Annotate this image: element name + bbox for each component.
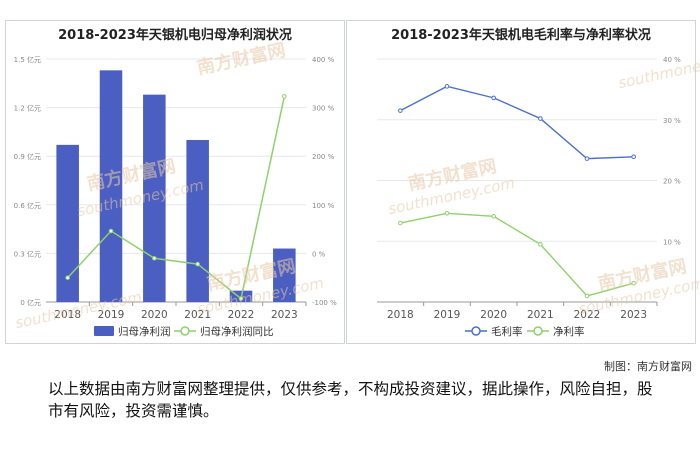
yoy-point [108, 228, 114, 234]
y-tick-label: 20 % [663, 178, 681, 186]
right-y-tick-label: 200 % [312, 153, 335, 161]
series-point-2 [584, 293, 590, 299]
series-point-2 [491, 214, 496, 219]
series-line-1 [400, 85, 634, 160]
y-tick-label: 40 % [663, 56, 681, 64]
yoy-point [195, 261, 200, 267]
yoy-point [282, 94, 287, 99]
bar [186, 140, 209, 302]
series-point-2 [538, 241, 543, 247]
left-chart-panel: 2018-2023年天银机电归母净利润状况 南方财富网 southmoney.c… [5, 20, 345, 344]
x-tick-label: 2020 [141, 309, 168, 321]
x-tick-label: 2018 [387, 309, 414, 321]
series-point-1 [631, 154, 636, 160]
x-tick-label: 2018 [54, 309, 81, 321]
x-tick-label: 2023 [271, 309, 298, 321]
series-point-1 [491, 95, 496, 101]
x-tick-label: 2020 [480, 309, 507, 321]
series-point-1 [398, 108, 403, 113]
series-point-1 [538, 116, 543, 121]
x-tick-label: 2022 [228, 309, 255, 321]
legend-label: 归母净利润同比 [200, 325, 274, 338]
left-y-tick-label: 0 亿元 [20, 298, 41, 307]
yoy-point [65, 275, 70, 281]
bar [273, 248, 296, 302]
x-tick-label: 2023 [620, 309, 647, 321]
left-y-tick-label: 0.6 亿元 [14, 201, 41, 210]
left-y-tick-label: 0.9 亿元 [14, 152, 41, 161]
legend-swatch-marker [180, 326, 190, 336]
y-tick-label: 10 % [663, 238, 681, 246]
legend-swatch-marker [533, 326, 543, 336]
right-y-tick-label: 400 % [312, 56, 335, 64]
y-tick-label: 30 % [663, 117, 681, 125]
bar [56, 144, 79, 302]
x-tick-label: 2021 [527, 309, 554, 321]
right-chart-panel: 2018-2023年天银机电毛利率与净利率状况 南方财富网 southmoney… [346, 20, 700, 344]
right-y-tick-label: -100 % [312, 299, 337, 307]
bar [143, 94, 166, 302]
left-y-tick-label: 1.2 亿元 [14, 104, 41, 113]
right-y-tick-label: 0 % [312, 250, 326, 258]
yoy-point [238, 296, 244, 301]
series-line-2 [400, 212, 634, 297]
left-y-tick-label: 0.3 亿元 [14, 249, 41, 258]
yoy-point [152, 255, 157, 261]
series-point-2 [398, 220, 403, 226]
series-point-1 [444, 84, 450, 89]
x-tick-label: 2022 [574, 309, 601, 321]
right-chart-svg: 10 % 20 % 30 % 40 % 2018 2019 2020 2021 2022 2023… [377, 56, 681, 338]
x-tick-label: 2021 [184, 309, 211, 321]
yoy-series-line [67, 96, 286, 300]
x-tick-label: 2019 [98, 309, 125, 321]
right-chart-title: 2018-2023年天银机电毛利率与净利率状况 [391, 28, 651, 43]
series-point-2 [444, 211, 450, 216]
series-point-1 [584, 156, 590, 161]
credit-text: 制图：南方财富网 [604, 360, 692, 373]
legend-label: 归母净利润 [118, 325, 171, 338]
right-y-tick-label: 100 % [312, 202, 335, 210]
x-tick-label: 2019 [434, 309, 461, 321]
legend-swatch-marker [471, 326, 481, 336]
disclaimer-text: 以上数据由南方财富网整理提供，仅供参考，不构成投资建议，据此操作，风险自担，股市… [48, 380, 653, 420]
legend-label: 净利率 [553, 325, 585, 338]
legend-label: 毛利率 [491, 325, 523, 338]
right-y-tick-label: 300 % [312, 105, 335, 113]
left-chart-title: 2018-2023年天银机电归母净利润状况 [58, 28, 292, 43]
legend-swatch-bar [94, 326, 114, 336]
series-point-2 [631, 280, 636, 286]
bar [99, 70, 123, 302]
left-chart-svg: 0 亿元 0.3 亿元 0.6 亿元 0.9 亿元 1.2 亿元 1.5 亿元 -100 %… [14, 55, 337, 338]
left-y-tick-label: 1.5 亿元 [14, 55, 41, 64]
